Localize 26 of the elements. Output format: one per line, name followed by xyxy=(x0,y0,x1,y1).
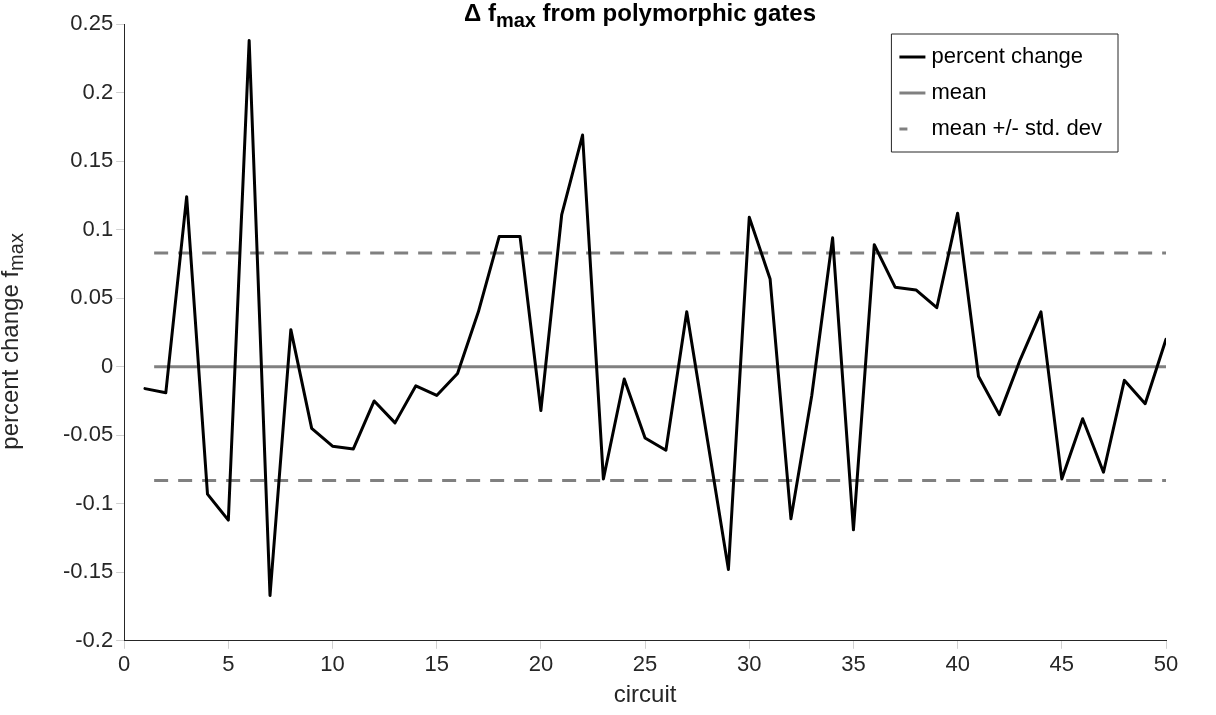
legend-label: mean xyxy=(931,79,987,105)
x-tick-label: 20 xyxy=(528,651,554,677)
x-tick-label: 15 xyxy=(424,651,449,677)
y-tick-label: 0.05 xyxy=(70,284,114,310)
y-tick-label: 0 xyxy=(100,352,114,378)
y-tick-label: -0.1 xyxy=(75,489,114,515)
x-tick-label: 45 xyxy=(1049,651,1075,677)
x-tick-label: 5 xyxy=(222,651,235,677)
x-tick-label: 50 xyxy=(1153,651,1179,677)
y-tick-label: 0.2 xyxy=(82,78,114,104)
y-tick-label: -0.05 xyxy=(62,421,114,447)
x-tick-label: 0 xyxy=(118,651,131,677)
x-tick-label: 30 xyxy=(737,651,762,677)
x-tick-label: 25 xyxy=(632,651,658,677)
x-axis-title: circuit xyxy=(613,680,677,708)
y-tick-label: -0.15 xyxy=(62,558,114,584)
x-tick-label: 35 xyxy=(841,651,866,677)
y-tick-label: 0.25 xyxy=(70,10,114,36)
x-tick-label: 10 xyxy=(320,651,345,677)
legend-label: mean +/- std. dev xyxy=(931,115,1103,141)
x-tick-label: 40 xyxy=(945,651,970,677)
legend-label: percent change xyxy=(931,43,1084,69)
y-tick-label: 0.1 xyxy=(82,215,114,241)
chart-title: Δ f$_{max}$ from polymorphic gates xyxy=(463,0,817,33)
y-tick-label: -0.2 xyxy=(75,626,114,652)
y-tick-label: 0.15 xyxy=(70,147,114,173)
